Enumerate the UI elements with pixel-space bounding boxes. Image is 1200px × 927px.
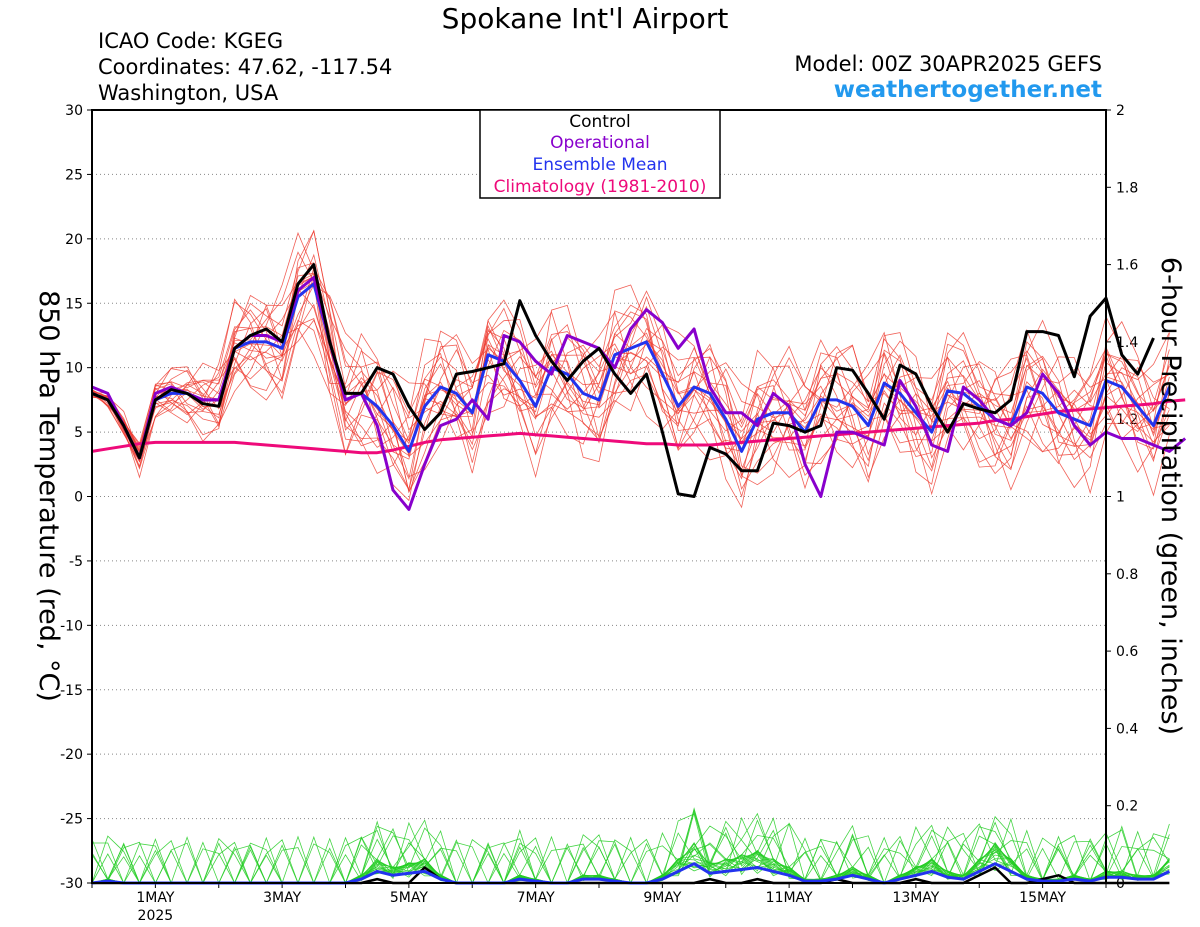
left-tick-label: 30	[65, 103, 83, 119]
x-tick-label: 1MAY	[136, 890, 174, 906]
left-tick-label: 20	[65, 232, 83, 248]
coordinates: Coordinates: 47.62, -117.54	[98, 55, 392, 79]
legend-box	[479, 109, 721, 199]
temperature-member-line	[91, 273, 1170, 490]
x-tick-label: 3MAY	[263, 890, 301, 906]
right-tick-label: 1.8	[1116, 180, 1138, 196]
site-link[interactable]: weathertogether.net	[834, 77, 1102, 103]
precip-member-line	[91, 810, 1170, 884]
left-axis-label: 850 hPa Temperature (red, °C)	[33, 290, 64, 702]
left-tick-label: 15	[65, 296, 83, 312]
temperature-member-lines	[91, 229, 1170, 509]
icao-code: ICAO Code: KGEG	[98, 29, 283, 53]
left-axis-ticks: 30 25 20 15 10 5 0 -5 -10 -15 -20 -25 -30	[60, 103, 92, 892]
chart-title: Spokane Int'l Airport	[442, 2, 729, 35]
right-tick-label: 0.2	[1116, 799, 1138, 815]
right-tick-label: 1.6	[1116, 258, 1138, 274]
x-tick-label: 13MAY	[892, 890, 939, 906]
operational-line	[91, 276, 1187, 511]
temperature-member-line	[91, 262, 1170, 497]
location: Washington, USA	[98, 81, 279, 105]
model-run: Model: 00Z 30APR2025 GEFS	[794, 52, 1102, 76]
legend-operational: Operational	[550, 133, 650, 153]
precip-member-line	[91, 813, 1170, 884]
x-tick-label: 5MAY	[390, 890, 428, 906]
left-tick-label: 5	[74, 425, 83, 441]
temperature-member-line	[91, 229, 1170, 491]
right-tick-label: 1.4	[1116, 335, 1138, 351]
right-tick-label: 1	[1116, 490, 1125, 506]
right-tick-label: 0.8	[1116, 567, 1138, 583]
legend-control: Control	[569, 112, 630, 132]
x-axis-ticks: 1MAY 2025 3MAY 5MAY 7MAY 9MAY 11MAY 13MAY 15MAY	[91, 883, 1107, 924]
right-tick-label: 0.6	[1116, 644, 1138, 660]
temperature-member-line	[91, 307, 1170, 480]
right-tick-label: 0.4	[1116, 721, 1138, 737]
left-tick-label: -10	[60, 618, 83, 634]
left-tick-label: -25	[60, 812, 83, 828]
temperature-member-line	[91, 272, 1170, 502]
right-axis-ticks: 21.81.61.41.210.80.60.40.20	[1106, 103, 1138, 892]
left-tick-label: 10	[65, 361, 83, 377]
left-tick-label: -20	[60, 747, 83, 763]
left-tick-label: -15	[60, 683, 83, 699]
x-tick-label: 9MAY	[643, 890, 681, 906]
left-tick-label: 25	[65, 167, 83, 183]
precip-member-line	[91, 808, 1170, 884]
right-tick-label: 1.2	[1116, 412, 1138, 428]
left-tick-label: 0	[74, 490, 83, 506]
precip-member-lines	[91, 807, 1170, 884]
legend: Control Operational Ensemble Mean Climat…	[479, 109, 721, 199]
control-line	[91, 263, 1155, 498]
right-axis-label: 6-hour Precipitation (green, inches)	[1155, 257, 1186, 735]
left-tick-label: -30	[60, 876, 83, 892]
temperature-member-line	[91, 295, 1170, 468]
x-tick-label: 11MAY	[766, 890, 813, 906]
gridlines	[92, 173, 1106, 820]
x-tick-label: 15MAY	[1019, 890, 1066, 906]
legend-ensemble-mean: Ensemble Mean	[532, 155, 667, 175]
precip-member-line	[91, 807, 1170, 884]
temperature-member-line	[91, 229, 1170, 485]
temperature-member-line	[91, 284, 1170, 479]
temperature-member-line	[91, 299, 1170, 498]
x-tick-year: 2025	[138, 908, 174, 924]
left-tick-label: -5	[69, 554, 83, 570]
climatology-line	[91, 398, 1186, 455]
right-tick-label: 2	[1116, 103, 1125, 119]
x-tick-label: 7MAY	[517, 890, 555, 906]
temperature-member-line	[91, 288, 1170, 477]
legend-climatology: Climatology (1981-2010)	[494, 177, 707, 197]
precip-member-line	[91, 812, 1170, 884]
